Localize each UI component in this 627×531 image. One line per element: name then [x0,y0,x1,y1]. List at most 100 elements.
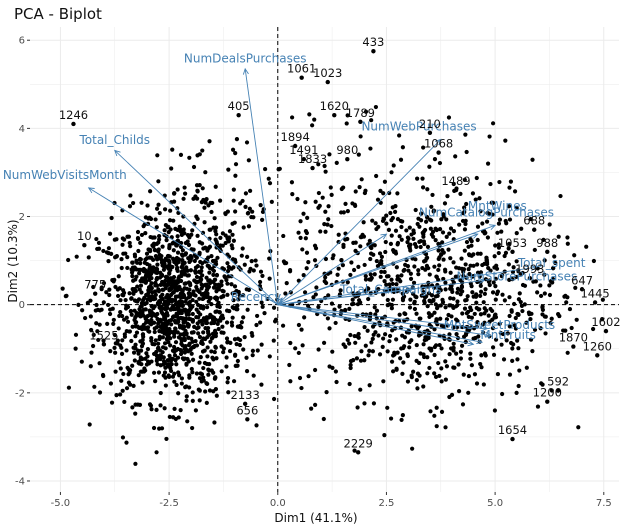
data-point [467,327,472,332]
data-point [434,274,439,280]
data-point [459,256,464,261]
data-point [214,245,219,250]
data-point [458,356,464,361]
vector-label: MntFruits [480,328,536,342]
data-point [133,461,138,466]
data-point [221,267,227,272]
vector-arrowhead [434,138,442,146]
data-point [452,365,457,370]
data-point [158,403,163,408]
data-point [510,249,515,254]
data-point [167,288,172,293]
data-point [170,256,176,261]
data-point [304,266,309,271]
data-point [168,208,173,213]
data-point [108,349,113,354]
data-point [107,292,112,298]
data-point [461,334,467,339]
data-point [424,263,430,268]
data-point [179,264,184,270]
data-point [310,165,315,171]
data-point [517,291,522,296]
data-point [215,321,220,326]
point-label: 1489 [441,174,470,188]
data-point [201,304,206,309]
data-point [491,352,497,357]
data-point [358,244,363,249]
data-point [133,324,138,329]
y-axis-label: Dim2 (10.3%) [6,219,20,302]
data-point [119,257,124,262]
data-point [173,357,178,363]
data-point [362,324,367,330]
data-point [528,216,533,222]
data-point [356,152,361,157]
data-point [239,320,244,325]
data-point [216,282,221,287]
vector-arrow [277,304,491,336]
data-point [531,279,536,284]
data-point [147,402,153,407]
data-point [162,341,168,346]
data-point [446,247,451,252]
data-point [326,204,331,209]
data-point [190,228,195,233]
data-point [167,246,172,251]
data-point [142,260,147,265]
data-point [107,287,112,292]
data-point [142,366,147,371]
data-point [216,326,221,332]
data-point [250,353,255,358]
data-point [233,151,238,156]
data-point [335,272,340,277]
data-point [208,339,213,344]
data-point [156,341,161,346]
data-point [306,374,311,379]
data-point [324,389,329,395]
data-point [224,364,229,369]
data-point [487,278,492,283]
data-point [179,341,184,346]
data-point [253,258,258,263]
data-point [390,281,395,287]
data-point [242,335,247,340]
data-point [329,301,335,306]
data-point [388,210,393,216]
data-point [505,331,510,336]
data-point [153,292,158,297]
data-point [474,175,479,181]
data-point [214,289,219,294]
data-point [400,298,406,303]
data-point [111,317,116,323]
data-point [381,379,386,384]
data-point [382,433,387,438]
data-point [295,196,300,202]
vector-label: Total_Childs [78,133,150,147]
vector-arrow [88,187,279,306]
data-point [453,154,458,159]
data-point [151,351,157,357]
data-point [549,316,554,321]
data-point [230,232,235,237]
data-point [443,359,448,364]
data-point [267,181,273,186]
data-point [258,279,263,285]
data-point [421,229,427,234]
data-point [181,214,186,219]
data-point [451,229,457,234]
data-point [484,255,489,261]
vector-arrowhead [530,264,538,271]
data-point [131,278,136,283]
data-point [92,384,97,389]
data-point [436,267,441,273]
data-point [118,298,123,303]
data-point [223,240,228,246]
data-point [196,315,201,320]
data-point [563,293,568,298]
data-point [457,222,462,227]
data-point [478,251,483,256]
data-point [412,306,418,312]
data-point [313,199,318,204]
data-point [162,370,168,375]
data-point [338,288,343,293]
